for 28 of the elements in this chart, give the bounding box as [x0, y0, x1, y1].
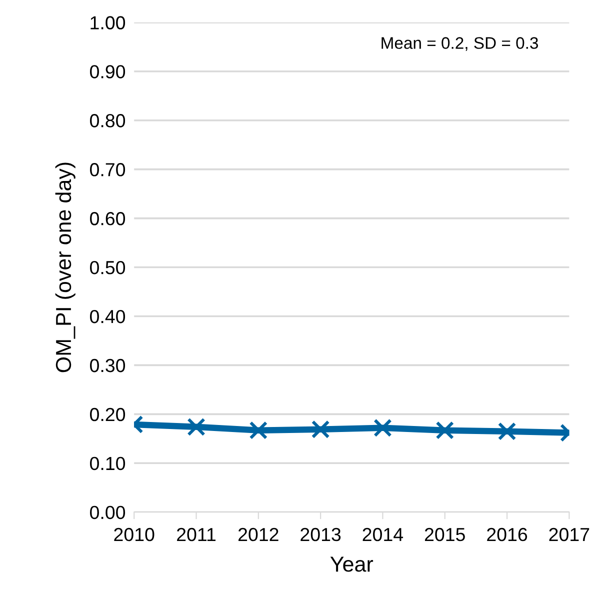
x-tick-label: 2012 [238, 528, 278, 542]
y-tick-label: 0.60 [90, 212, 126, 226]
y-tick-label: 0.30 [90, 358, 126, 372]
x-tick-label: 2010 [114, 528, 154, 542]
point [498, 422, 516, 440]
x-tick-label: 2015 [424, 528, 465, 542]
x-tick-label: 2017 [549, 528, 590, 542]
annotation: Mean = 0.2, SD = 0.3 [382, 37, 538, 51]
point [374, 418, 392, 438]
y-tick-label: 0.70 [90, 163, 126, 176]
y-tick-label: 1.00 [90, 16, 126, 30]
y-tick-label: 0.40 [90, 310, 126, 324]
point [436, 421, 454, 440]
x-axis-title: Year [330, 556, 374, 572]
point [187, 418, 206, 436]
x-tick-label: 2016 [487, 528, 528, 542]
y-tick-label: 0.80 [90, 114, 126, 128]
y-tick-label: 0.20 [90, 408, 126, 422]
y-axis-title: OM_PI (over one day) [55, 162, 76, 372]
point [311, 420, 330, 439]
y-tick-label: 0.10 [90, 456, 126, 470]
y-tick-label: 0.90 [90, 65, 126, 78]
y-tick-label: 0.00 [90, 506, 126, 520]
x-tick-label: 2011 [177, 528, 216, 542]
x-tick-label: 2013 [300, 528, 341, 542]
x-tick-label: 2014 [362, 528, 404, 542]
point [249, 421, 268, 440]
y-tick-label: 0.50 [90, 260, 126, 274]
